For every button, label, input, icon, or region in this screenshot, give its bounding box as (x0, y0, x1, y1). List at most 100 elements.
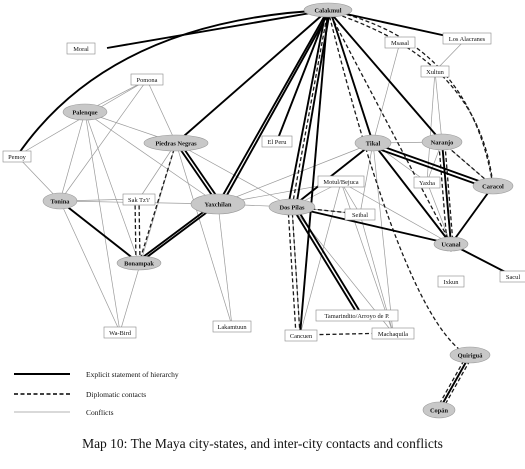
diplomatic-line (138, 142, 177, 264)
node-lakamtuun: Lakamtuun (212, 320, 252, 333)
hierarchy-line (299, 9, 329, 336)
diplomatic-line (291, 9, 329, 208)
node-el-peru: El Peru (261, 135, 293, 148)
hierarchy-line (291, 206, 452, 245)
diplomatic-line (327, 9, 461, 351)
hierarchy-line (221, 9, 331, 205)
hierarchy-line (329, 9, 374, 144)
legend: Explicit statement of hierarchy Diplomat… (14, 370, 179, 417)
node-label: El Peru (268, 139, 288, 146)
diplomatic-line (327, 9, 452, 245)
node-moral: Moral (66, 42, 96, 55)
node-palenque: Palenque (62, 103, 108, 121)
hierarchy-line (175, 142, 219, 205)
conflict-line (217, 142, 374, 205)
node-label: Bonampak (124, 261, 154, 268)
hierarchy-line (138, 203, 219, 264)
node-tikal: Tikal (354, 134, 392, 152)
node-label: Sak Tz'i' (128, 197, 150, 204)
node-naranjo: Naranjo (421, 133, 463, 151)
hierarchy-line (291, 206, 356, 311)
node-label: Yaxchilan (205, 202, 232, 209)
node-label: Msasal (391, 40, 409, 47)
hierarchy-line (217, 9, 329, 205)
node-pemoy: Pemoy (2, 150, 32, 163)
hierarchy-line (327, 9, 443, 143)
node-wa-bird: Wa-Bird (103, 326, 137, 339)
conflict-line (84, 111, 140, 264)
node-sacul: Sacul (499, 270, 525, 283)
node-label: Wa-Bird (109, 330, 132, 337)
hierarchy-line (372, 142, 494, 187)
conflict-line (59, 79, 148, 202)
node-motul-bejuca: Motul/Bejuca (317, 175, 365, 188)
conflict-line (84, 111, 121, 333)
node-label: Palenque (72, 110, 97, 117)
node-quirigua: Quiriguá (449, 346, 491, 364)
node-label: Sacul (506, 274, 520, 281)
diplomatic-line (441, 141, 494, 187)
diplomatic-line (438, 144, 448, 245)
hierarchy-line (441, 141, 452, 245)
node-label: Xultun (426, 69, 445, 76)
diplomatic-line (291, 206, 301, 336)
conflict-line (84, 111, 219, 205)
legend-diplomatic-label: Diplomatic contacts (86, 390, 146, 399)
node-label: Calakmul (315, 8, 342, 15)
map-caption: Map 10: The Maya city-states, and inter-… (82, 436, 443, 451)
node-label: Copán (430, 408, 449, 415)
node-label: Naranjo (431, 140, 454, 147)
maya-network-map: Calakmul Moral Msasal Los Alacranes Pomo… (2, 2, 525, 419)
node-label: Tikal (366, 141, 381, 148)
node-label: Ixkun (444, 279, 460, 286)
node-sak-tzi: Sak Tz'i' (122, 193, 156, 206)
conflict-line (426, 181, 452, 245)
legend-conflicts-label: Conflicts (86, 408, 114, 417)
hierarchy-line (276, 9, 329, 142)
node-label: Seibal (352, 212, 368, 219)
node-machaquila: Machaquila (371, 327, 415, 340)
node-label: Motul/Bejuca (323, 179, 358, 186)
hierarchy-line (327, 9, 466, 41)
diplomatic-line (287, 206, 297, 336)
node-caracol: Caracol (472, 177, 514, 195)
conflict-line (59, 200, 121, 333)
conflict-line (340, 181, 452, 245)
hierarchy-line (59, 200, 140, 264)
node-label: Quiriguá (458, 353, 484, 360)
node-label: Pemoy (8, 154, 27, 161)
hierarchy-line (372, 146, 494, 191)
node-label: Caracol (482, 184, 504, 191)
node-label: Piedras Negras (155, 141, 197, 148)
diplomatic-line (435, 354, 468, 411)
hierarchy-line (372, 142, 452, 245)
hierarchy-line (134, 203, 215, 264)
node-label: Machaquila (378, 331, 408, 338)
node-pomona: Pomona (130, 73, 164, 86)
node-cancuen: Cancuen (284, 329, 318, 342)
node-calakmul: Calakmul (303, 2, 353, 18)
node-seibal: Seibal (344, 208, 376, 221)
node-ixkun: Ixkun (437, 275, 465, 288)
hierarchy-line (175, 9, 329, 144)
node-xultun: Xultun (420, 65, 450, 78)
conflict-line (434, 70, 443, 143)
node-piedras-negras: Piedras Negras (143, 134, 209, 152)
node-label: Tamarindito/Arroyo de P. (324, 313, 389, 320)
city-nodes: Calakmul Moral Msasal Los Alacranes Pomo… (2, 2, 525, 419)
node-los-alacranes: Los Alacranes (442, 32, 492, 45)
node-copan: Copán (422, 401, 456, 419)
node-yaxchilan: Yaxchilan (190, 193, 246, 215)
node-label: Cancuen (290, 333, 313, 340)
conflict-line (291, 206, 301, 336)
diplomatic-line (441, 354, 474, 411)
conflict-line (372, 142, 394, 334)
diplomatic-line (291, 206, 361, 215)
diplomatic-line (327, 9, 494, 187)
hierarchy-line (438, 354, 471, 411)
diplomatic-line (138, 198, 141, 264)
conflict-line (146, 79, 177, 144)
diplomatic-line (444, 144, 454, 245)
conflict-line (359, 142, 374, 215)
node-label: Moral (73, 46, 89, 53)
